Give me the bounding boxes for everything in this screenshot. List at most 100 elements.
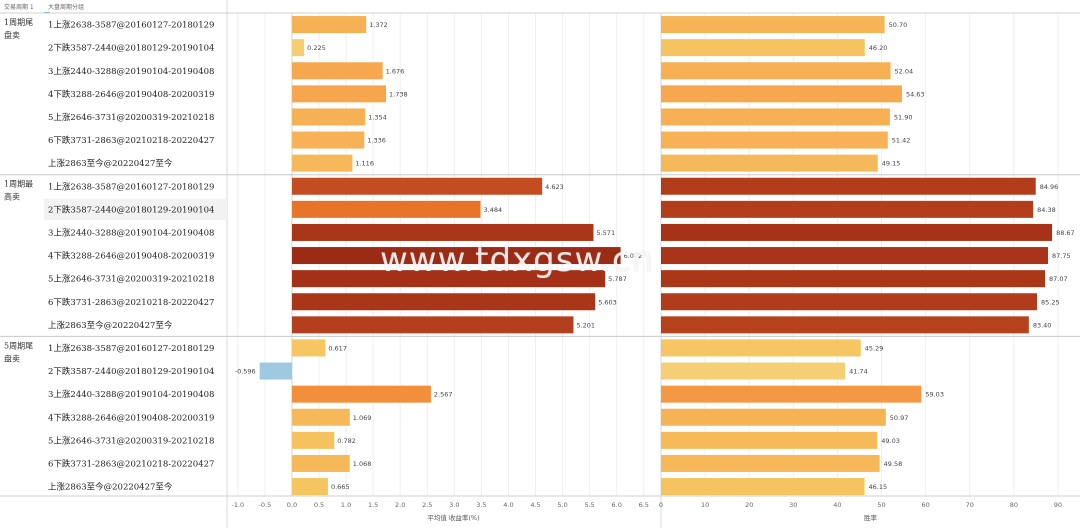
winrate-data-label: 84.96 xyxy=(1040,183,1059,191)
tick-label-return: 4.5 xyxy=(530,501,540,509)
return-bar xyxy=(291,454,350,472)
tick-label-return: 3.0 xyxy=(449,501,459,509)
return-data-label: 3.484 xyxy=(484,206,503,214)
return-bar xyxy=(291,200,481,218)
tick-label-return: 2.5 xyxy=(422,501,432,509)
winrate-data-label: 49.03 xyxy=(881,437,900,445)
group-label-line1: 5周期尾 xyxy=(4,341,33,350)
category-label: 4下跌3288-2646@20190408-20200319 xyxy=(48,251,214,262)
winrate-bar xyxy=(661,385,922,403)
return-bar xyxy=(291,108,366,126)
winrate-bar xyxy=(661,39,865,57)
winrate-data-label: 51.42 xyxy=(892,137,911,145)
return-data-label: 0.782 xyxy=(337,437,356,445)
return-data-label: 6.072 xyxy=(624,252,643,260)
return-data-label: 1.069 xyxy=(353,414,372,422)
tick-label-return: 0.0 xyxy=(287,501,297,509)
category-label: 1上涨2638-3587@20160127-20180129 xyxy=(48,181,214,192)
return-data-label: 1.372 xyxy=(369,21,388,29)
winrate-bar xyxy=(661,362,846,380)
winrate-bar xyxy=(661,108,890,126)
winrate-data-label: 45.29 xyxy=(865,344,884,352)
category-label: 3上涨2440-3288@20190104-20190408 xyxy=(48,389,214,400)
return-bar xyxy=(291,85,387,103)
return-data-label: 1.116 xyxy=(355,160,374,168)
return-data-label: 4.623 xyxy=(545,183,564,191)
return-data-label: 1.354 xyxy=(368,113,387,121)
tick-label-return: 1.5 xyxy=(368,501,378,509)
winrate-bar xyxy=(661,478,865,496)
category-label: 2下跌3587-2440@20180129-20190104 xyxy=(48,204,214,215)
tick-label-winrate: 10 xyxy=(701,501,709,509)
return-data-label: 1.738 xyxy=(389,90,408,98)
category-label: 2下跌3587-2440@20180129-20190104 xyxy=(48,43,214,54)
tick-label-return: 5.5 xyxy=(584,501,594,509)
tick-label-winrate: 0 xyxy=(659,501,663,509)
category-label: 6下跌3731-2863@20210218-20220427 xyxy=(48,135,214,146)
tick-label-return: 6.0 xyxy=(612,501,622,509)
category-label: 5上涨2646-3731@20200319-20210218 xyxy=(48,435,214,446)
winrate-data-label: 87.75 xyxy=(1052,252,1071,260)
header-right-label: 大盘周期分组 xyxy=(48,4,85,11)
return-bar xyxy=(291,408,350,426)
category-label: 上涨2863至今@20220427至今 xyxy=(48,320,173,331)
winrate-data-label: 85.25 xyxy=(1041,298,1060,306)
winrate-data-label: 87.07 xyxy=(1049,275,1068,283)
winrate-data-label: 50.97 xyxy=(890,414,909,422)
group-label-line1: 1周期尾 xyxy=(4,18,33,27)
tick-label-winrate: 40 xyxy=(833,501,841,509)
tick-label-winrate: 20 xyxy=(745,501,753,509)
tick-label-return: -1.0 xyxy=(231,501,244,509)
tick-label-return: 1.0 xyxy=(341,501,351,509)
header-left-label: 交易周期 1 xyxy=(4,4,34,11)
winrate-bar xyxy=(661,316,1029,334)
return-bar xyxy=(259,362,292,380)
winrate-bar xyxy=(661,223,1053,241)
winrate-data-label: 88.67 xyxy=(1056,229,1075,237)
winrate-data-label: 49.58 xyxy=(884,460,903,468)
tick-label-return: 2.0 xyxy=(395,501,405,509)
winrate-data-label: 49.15 xyxy=(882,160,901,168)
axis-title-winrate: 胜率 xyxy=(864,513,878,522)
category-label: 4下跌3288-2646@20190408-20200319 xyxy=(48,89,214,100)
row-highlight xyxy=(44,198,227,220)
group-label-line2: 盘卖 xyxy=(4,30,20,40)
return-data-label: 5.201 xyxy=(576,321,595,329)
tick-label-return: 4.0 xyxy=(503,501,513,509)
return-bar xyxy=(291,177,543,195)
category-label: 6下跌3731-2863@20210218-20220427 xyxy=(48,297,214,308)
tick-label-return: 6.5 xyxy=(639,501,649,509)
winrate-bar xyxy=(661,62,891,80)
winrate-data-label: 84.38 xyxy=(1037,206,1056,214)
return-data-label: 1.068 xyxy=(353,460,372,468)
return-data-label: 0.665 xyxy=(331,483,350,491)
winrate-data-label: 50.70 xyxy=(889,21,908,29)
tick-label-return: 3.5 xyxy=(476,501,486,509)
winrate-bar xyxy=(661,454,880,472)
return-data-label: 5.571 xyxy=(596,229,615,237)
return-bar xyxy=(291,39,305,57)
tick-label-return: 5.0 xyxy=(557,501,567,509)
tick-label-winrate: 70 xyxy=(966,501,974,509)
winrate-bar xyxy=(661,154,878,172)
return-data-label: 5.603 xyxy=(598,298,617,306)
winrate-data-label: 83.40 xyxy=(1033,321,1052,329)
return-bar xyxy=(291,62,383,80)
winrate-data-label: 54.63 xyxy=(906,90,925,98)
return-data-label: 0.225 xyxy=(307,44,326,52)
axis-title-return: 平均值 收益率(%) xyxy=(427,513,480,522)
return-data-label: 5.787 xyxy=(608,275,627,283)
category-label: 1上涨2638-3587@20160127-20180129 xyxy=(48,343,214,354)
category-label: 上涨2863至今@20220427至今 xyxy=(48,482,173,493)
return-bar xyxy=(291,131,365,149)
return-bar xyxy=(291,385,431,403)
return-data-label: 2.567 xyxy=(434,391,453,399)
tick-label-winrate: 30 xyxy=(789,501,797,509)
tick-label-winrate: 60 xyxy=(921,501,929,509)
tick-label-return: 0.5 xyxy=(314,501,324,509)
group-label-line1: 1周期最 xyxy=(4,180,33,189)
return-bar xyxy=(291,431,335,449)
winrate-data-label: 46.20 xyxy=(869,44,888,52)
category-label: 3上涨2440-3288@20190104-20190408 xyxy=(48,227,214,238)
